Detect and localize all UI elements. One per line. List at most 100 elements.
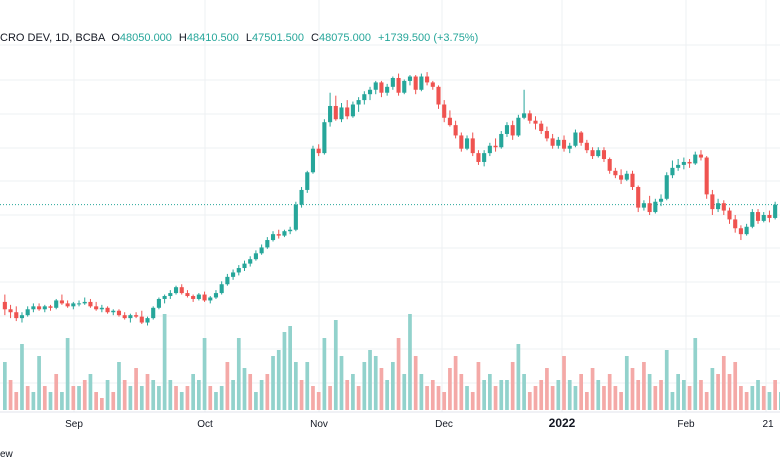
symbol-label: CRO DEV, 1D, BCBA xyxy=(0,32,106,44)
close-label: C xyxy=(311,32,319,44)
candle-body xyxy=(270,234,276,241)
candle-body xyxy=(527,113,532,121)
volume-bar xyxy=(356,386,361,410)
volume-bar xyxy=(254,392,258,410)
high-value: 48410.500 xyxy=(186,32,239,44)
volume-bar xyxy=(385,380,389,410)
volume-bar xyxy=(744,392,749,410)
candle-body xyxy=(208,297,213,301)
change-value: +1739.500 (+3.75%) xyxy=(377,32,479,44)
volume-bar xyxy=(539,380,544,410)
volume-bar xyxy=(157,386,161,410)
candle-body xyxy=(265,240,270,248)
candle-body xyxy=(516,117,521,136)
candle-body xyxy=(2,301,7,310)
volume-bar xyxy=(100,398,104,410)
candle-body xyxy=(402,80,407,93)
candle-body xyxy=(122,315,127,319)
candle-body xyxy=(613,170,618,176)
candle-body xyxy=(773,204,778,218)
candle-body xyxy=(31,306,36,310)
volume-bar xyxy=(453,356,458,410)
candle-body xyxy=(288,229,293,232)
candle-body xyxy=(636,187,641,208)
volume-bar xyxy=(556,380,561,410)
candle-body xyxy=(442,104,447,118)
volume-bar xyxy=(391,362,395,410)
x-tick-label: 2022 xyxy=(549,416,576,430)
volume-bar xyxy=(733,362,738,410)
volume-bar xyxy=(636,380,641,410)
volume-bar xyxy=(71,386,76,410)
volume-bar xyxy=(362,362,367,410)
candle-body xyxy=(556,139,561,146)
candle-body xyxy=(373,82,378,90)
candle-body xyxy=(755,212,761,221)
volume-bar xyxy=(739,386,743,410)
candle-body xyxy=(619,175,624,180)
volume-bar xyxy=(305,362,310,410)
volume-bar xyxy=(750,386,755,410)
candle-body xyxy=(693,154,698,164)
volume-bar xyxy=(54,374,59,410)
candle-body xyxy=(94,306,99,310)
open-value: 48050.000 xyxy=(119,32,172,44)
volume-bar xyxy=(573,386,578,410)
candle-body xyxy=(653,201,658,213)
volume-bar xyxy=(77,386,81,410)
candle-body xyxy=(499,133,504,148)
candle-body xyxy=(510,125,515,136)
candle-body xyxy=(356,100,361,105)
volume-bar xyxy=(653,386,658,410)
volume-bar xyxy=(704,392,709,410)
volume-bar xyxy=(88,374,93,410)
volume-bar xyxy=(756,380,760,410)
candle-body xyxy=(385,86,390,93)
candle-body xyxy=(390,77,395,87)
volume-bar xyxy=(111,392,116,410)
candle-body xyxy=(647,203,652,213)
candle-body xyxy=(242,263,247,269)
volume-bar xyxy=(373,356,378,410)
candle-body xyxy=(596,150,601,157)
volume-bar xyxy=(168,380,173,410)
candle-body xyxy=(134,315,139,317)
candle-body xyxy=(698,154,704,158)
candle-body xyxy=(213,293,219,298)
volume-bar xyxy=(105,380,110,410)
x-tick-label: Nov xyxy=(310,419,328,430)
candle-body xyxy=(128,315,133,319)
candle-body xyxy=(425,76,430,83)
volume-bar xyxy=(339,356,344,410)
candle-body xyxy=(37,306,42,310)
volume-bar xyxy=(419,374,424,410)
volume-bar xyxy=(231,380,235,410)
candle-body xyxy=(493,145,498,148)
volume-bar xyxy=(459,374,464,410)
candle-body xyxy=(539,123,544,132)
volume-bar xyxy=(465,386,469,410)
volume-bar xyxy=(448,368,452,410)
candle-body xyxy=(88,301,93,307)
candle-body xyxy=(305,172,310,190)
candle-body xyxy=(76,303,82,305)
volume-bar xyxy=(550,386,555,410)
candle-body xyxy=(601,150,607,160)
candle-body xyxy=(293,204,298,230)
candle-body xyxy=(367,89,373,95)
candle-body xyxy=(419,76,424,90)
candle-body xyxy=(282,231,287,236)
candle-body xyxy=(716,203,721,210)
candle-body xyxy=(567,145,572,149)
volume-bar xyxy=(396,338,401,410)
candle-body xyxy=(162,296,167,299)
volume-bar xyxy=(225,362,230,410)
volume-bar xyxy=(522,374,526,410)
x-tick-label: Oct xyxy=(197,419,213,430)
candle-body xyxy=(99,307,104,310)
volume-bar xyxy=(413,356,418,410)
volume-bar xyxy=(122,380,127,410)
volume-bar xyxy=(476,362,481,410)
